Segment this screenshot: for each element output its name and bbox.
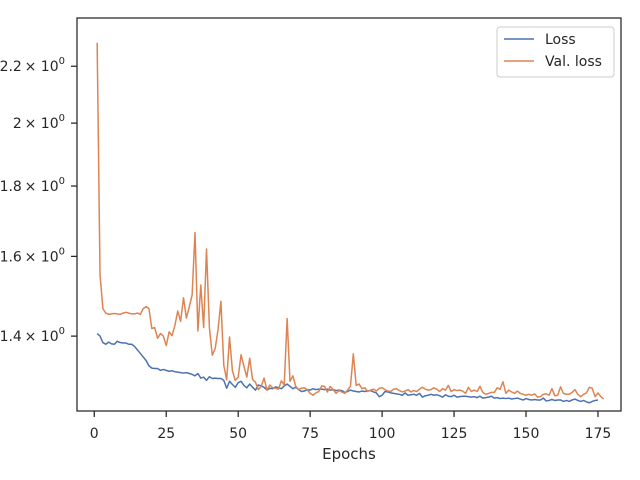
- y-tick-exponent: 0: [59, 176, 65, 187]
- x-axis-title: Epochs: [322, 445, 376, 463]
- axes-frame: [76, 17, 622, 412]
- y-tick-mantissa: 1.6: [0, 249, 22, 265]
- y-tick-base: × 10: [22, 249, 59, 265]
- legend: Loss Val. loss: [496, 26, 615, 78]
- y-tick-label: 2.2 × 100: [0, 56, 65, 75]
- y-tick-mantissa: 1.4: [0, 329, 22, 345]
- y-tick-mantissa: 2.2: [0, 59, 22, 75]
- plot-area: [76, 17, 622, 412]
- y-tick-exponent: 0: [59, 246, 65, 257]
- y-tick-base: × 10: [22, 329, 59, 345]
- y-tick-exponent: 0: [59, 113, 65, 124]
- y-tick-mantissa: 2: [13, 116, 22, 132]
- x-tick-label: 125: [441, 426, 468, 442]
- legend-label: Loss: [545, 32, 576, 48]
- series-line-0: [96, 332, 599, 404]
- y-tick-label: 1.4 × 100: [0, 326, 65, 345]
- x-axis: 0 25 50 75 100 125 150 175: [90, 411, 612, 442]
- y-tick-base: × 10: [22, 59, 59, 75]
- y-tick-exponent: 0: [59, 56, 65, 67]
- y-tick-base: × 10: [22, 116, 59, 132]
- series-line-1: [96, 42, 605, 400]
- x-tick-label: 175: [585, 426, 612, 442]
- x-tick-label: 150: [513, 426, 540, 442]
- x-tick-label: 25: [157, 426, 175, 442]
- y-tick-mantissa: 1.8: [0, 179, 22, 195]
- y-tick-label: 1.8 × 100: [0, 176, 65, 195]
- x-tick-label: 50: [229, 426, 247, 442]
- y-tick-exponent: 0: [59, 326, 65, 337]
- y-tick-label: 2 × 100: [13, 113, 65, 132]
- x-tick-label: 75: [301, 426, 319, 442]
- y-tick-label: 1.6 × 100: [0, 246, 65, 265]
- y-tick-base: × 10: [22, 179, 59, 195]
- x-tick-label: 0: [90, 426, 99, 442]
- x-tick-label: 100: [369, 426, 396, 442]
- legend-label: Val. loss: [545, 54, 602, 70]
- series-layer: [96, 42, 605, 404]
